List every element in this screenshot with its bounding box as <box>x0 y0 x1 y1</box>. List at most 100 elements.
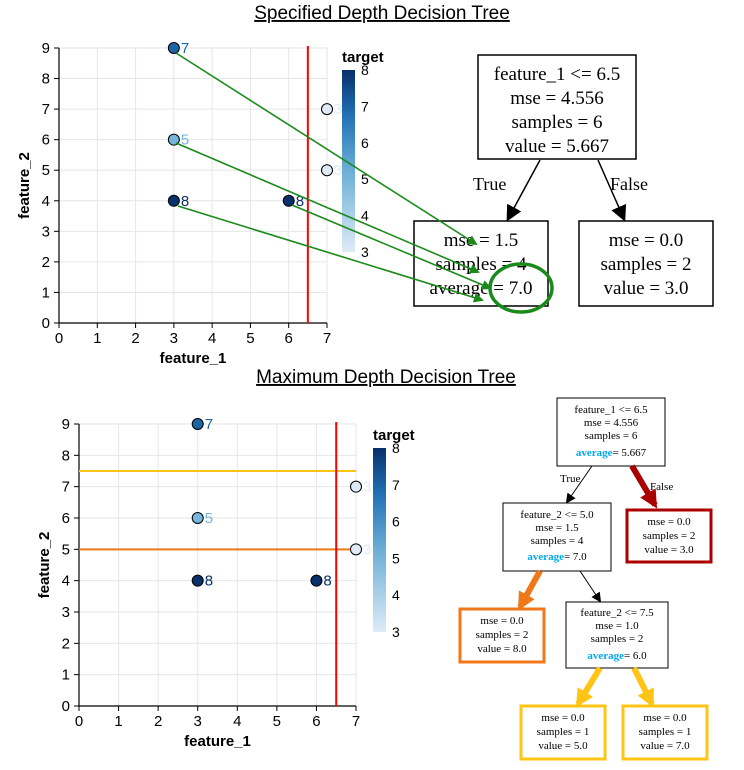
legend-tick-label: 4 <box>392 587 400 603</box>
x-tick-label: 1 <box>114 713 122 730</box>
bottom-leaf-value-7 <box>621 704 709 761</box>
bottom-root-node <box>556 397 666 467</box>
bottom-scatter-plot: 0 1 2 3 4 5 6 7 0 1 2 3 4 5 6 7 8 9 feature_1 feature_2 targ… <box>36 416 415 750</box>
legend-tick-label: 8 <box>392 440 400 456</box>
bottom-n1-avg-word: average <box>527 551 564 563</box>
y-tick-label: 6 <box>42 132 50 149</box>
data-point <box>191 512 204 524</box>
bottom-true-edge <box>565 465 593 504</box>
y-tick-label: 4 <box>42 193 50 210</box>
green-arrow-point-8b <box>291 204 492 290</box>
point-label: 8 <box>205 573 213 590</box>
top-true-edge <box>506 159 541 222</box>
x-axis-title: feature_1 <box>160 350 227 367</box>
top-root-line1: feature_1 <= 6.5 <box>494 64 620 85</box>
x-tick-label: 2 <box>154 713 162 730</box>
green-arrow-point-8a <box>177 205 484 303</box>
green-arrow-point-7 <box>175 52 478 246</box>
bottom-false-edge <box>629 464 658 509</box>
bottom-root-avg-word: average <box>576 447 613 459</box>
top-root-line3: samples = 6 <box>512 112 603 133</box>
bottom-n4-line4: average= 6.0 <box>587 650 647 662</box>
legend-title: target <box>342 49 384 66</box>
bottom-n6-line3: value = 7.0 <box>640 740 690 752</box>
bottom-leaf-value-5 <box>519 704 607 761</box>
legend-tick-label: 5 <box>361 171 369 187</box>
x-tick-label: 5 <box>273 713 281 730</box>
legend-tick-label: 5 <box>392 550 400 566</box>
x-tick-label: 4 <box>233 713 241 730</box>
y-tick-label: 0 <box>42 315 50 332</box>
top-left-line1: mse = 1.5 <box>444 230 519 251</box>
x-tick-label: 4 <box>208 330 216 347</box>
y-tick-label: 3 <box>42 223 50 240</box>
top-tree: feature_1 <= 6.5 mse = 4.556 samples = 6… <box>413 54 714 314</box>
bottom-leaf-value-3 <box>625 508 713 564</box>
point-label: 3 <box>334 101 342 118</box>
top-right-leaf <box>578 220 714 307</box>
green-arrow-point-5 <box>175 142 480 274</box>
bottom-root-line3: samples = 6 <box>585 430 638 442</box>
legend-tick-label: 6 <box>361 135 369 151</box>
data-point <box>321 164 333 177</box>
bottom-edge-n1-right <box>579 570 602 603</box>
point-label: 7 <box>205 416 213 433</box>
legend-tick-label: 7 <box>392 477 400 493</box>
bottom-node-feature2-7-5 <box>565 601 669 669</box>
legend-gradient <box>373 448 386 632</box>
top-root-node <box>477 54 637 160</box>
y-tick-label: 5 <box>62 541 70 558</box>
bottom-root-line4: average= 5.667 <box>576 447 647 459</box>
point-label: 3 <box>334 162 342 179</box>
x-tick-label: 2 <box>131 330 139 347</box>
bottom-n4-line3: samples = 2 <box>591 633 644 645</box>
bottom-title: Maximum Depth Decision Tree <box>256 367 516 388</box>
top-left-avg-word: average <box>429 278 488 299</box>
bottom-n6-line1: mse = 0.0 <box>643 712 687 724</box>
bottom-leaf-value-8 <box>458 607 546 664</box>
bottom-n4-line1: feature_2 <= 7.5 <box>580 607 654 619</box>
y-axis-title: feature_2 <box>16 152 33 219</box>
top-left-avg-value: = 7.0 <box>489 278 533 299</box>
top-scatter-plot: 0 1 2 3 4 5 6 7 0 1 2 3 4 5 6 7 8 9 feature_1 feature_2 targ… <box>16 40 384 367</box>
y-tick-label: 2 <box>62 635 70 652</box>
legend-tick-label: 6 <box>392 514 400 530</box>
x-tick-label: 5 <box>246 330 254 347</box>
y-tick-label: 9 <box>42 40 50 57</box>
bottom-n5-line1: mse = 0.0 <box>541 712 585 724</box>
y-tick-label: 4 <box>62 573 70 590</box>
bottom-n2-line1: mse = 0.0 <box>647 516 691 528</box>
data-point <box>350 543 362 556</box>
data-point <box>167 42 180 54</box>
y-tick-label: 7 <box>42 101 50 118</box>
y-tick-label: 2 <box>42 254 50 271</box>
x-tick-label: 0 <box>75 713 83 730</box>
y-tick-label: 9 <box>62 416 70 433</box>
top-root-line4: value = 5.667 <box>505 136 609 157</box>
y-axis-title: feature_2 <box>36 532 53 599</box>
bottom-root-line2: mse = 4.556 <box>584 417 639 429</box>
legend-title: target <box>373 427 415 444</box>
bottom-n4-avg-value: = 6.0 <box>624 650 647 662</box>
data-point <box>321 103 333 116</box>
bottom-true-label: True <box>560 473 580 485</box>
bottom-root-line1: feature_1 <= 6.5 <box>574 404 648 416</box>
y-tick-label: 8 <box>62 447 70 464</box>
bottom-n5-line2: samples = 1 <box>537 726 590 738</box>
bottom-edge-n4-right <box>631 666 655 708</box>
x-tick-label: 7 <box>323 330 331 347</box>
top-right-line2: samples = 2 <box>601 254 692 275</box>
point-label: 7 <box>181 40 189 57</box>
data-point <box>310 574 323 587</box>
bottom-edge-n4-left <box>575 666 603 708</box>
legend-tick-label: 3 <box>392 624 400 640</box>
bottom-false-label: False <box>650 481 673 493</box>
data-point <box>167 194 180 207</box>
y-tick-label: 0 <box>62 698 70 715</box>
bottom-edge-n1-left <box>517 569 543 611</box>
top-false-label: False <box>610 174 648 194</box>
point-label: 8 <box>181 193 189 210</box>
top-false-edge <box>597 159 627 222</box>
bottom-n1-line1: feature_2 <= 5.0 <box>520 509 594 521</box>
